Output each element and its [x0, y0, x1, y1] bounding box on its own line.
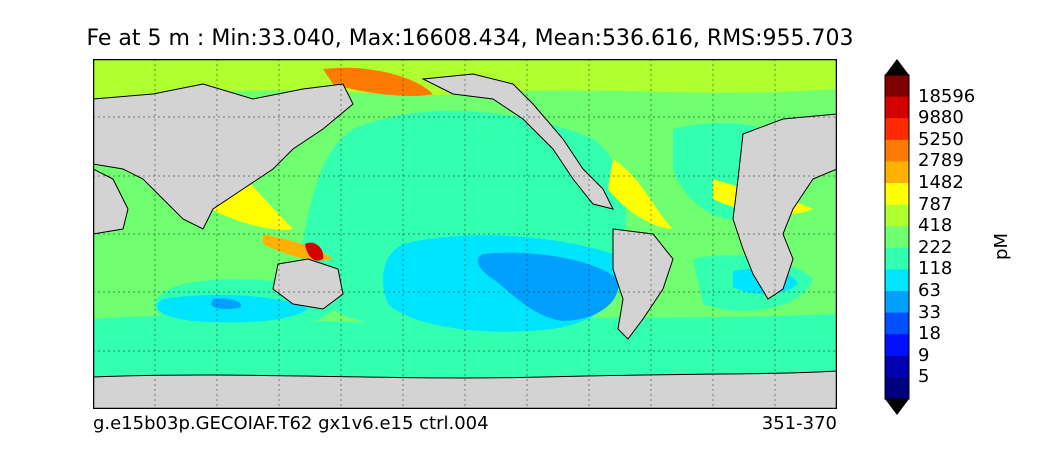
colorbar-tick-label: 63	[918, 280, 941, 301]
colorbar-swatch	[885, 291, 909, 314]
colorbar-swatch	[885, 204, 909, 227]
indian-gyre-core	[211, 298, 242, 310]
plot-title: Fe at 5 m : Min:33.040, Max:16608.434, M…	[86, 26, 854, 51]
colorbar-swatch	[885, 247, 909, 270]
land-north-america	[421, 73, 614, 210]
map-panel	[92, 58, 838, 410]
land-australia	[272, 258, 344, 310]
colorbar-tick-label: 18596	[918, 85, 976, 107]
colorbar-tick-label: 33	[918, 301, 941, 323]
colorbar-graphic	[884, 59, 910, 415]
colorbar-unit: pM	[990, 233, 1012, 260]
colorbar-tick-label: 5	[918, 366, 930, 388]
colorbar-swatch	[885, 96, 909, 119]
colorbar-max-arrow	[885, 59, 909, 75]
colorbar-tick-label: 18	[918, 323, 941, 345]
colorbar-swatch	[885, 312, 909, 335]
graticule	[93, 59, 837, 409]
colorbar-swatch	[885, 334, 909, 357]
gyre-core	[477, 252, 619, 321]
colorbar-frame	[884, 74, 910, 400]
land-asia	[92, 83, 354, 230]
new-guinea-hotspot	[305, 242, 324, 261]
colorbar-tick-label: 787	[918, 193, 953, 215]
ocean-map	[92, 58, 838, 410]
colorbar-min-arrow	[885, 399, 909, 415]
orange-region-north	[323, 67, 433, 96]
colorbar-swatch	[885, 183, 909, 206]
colorbar-tick-label: 2789	[918, 150, 964, 172]
land-south-america	[612, 228, 674, 340]
colorbar-tick-label: 222	[918, 236, 953, 258]
colorbar-tick-label: 5250	[918, 128, 964, 150]
colorbar-swatch	[885, 377, 909, 400]
colorbar-swatch	[885, 139, 909, 162]
colorbar-swatch	[885, 269, 909, 292]
colorbar-tick-label: 9880	[918, 107, 964, 129]
colorbar-swatch	[885, 226, 909, 249]
colorbar-swatch	[885, 75, 909, 98]
colorbar-tick-label: 418	[918, 215, 953, 237]
case-name: g.e15b03p.GECOIAF.T62 gx1v6.e15 ctrl.004	[93, 413, 489, 434]
colorbar-tick-label: 9	[918, 344, 930, 366]
colorbar-swatch	[885, 118, 909, 141]
map-frame	[92, 58, 838, 410]
americas-coastal-band	[608, 159, 673, 229]
colorbar	[883, 59, 911, 415]
colorbar-tick-label: 1482	[918, 172, 964, 193]
colorbar-tick-label: 118	[918, 258, 953, 280]
colorbar-swatch	[885, 161, 909, 184]
colorbar-swatch	[885, 355, 909, 378]
year-range: 351-370	[761, 413, 837, 434]
